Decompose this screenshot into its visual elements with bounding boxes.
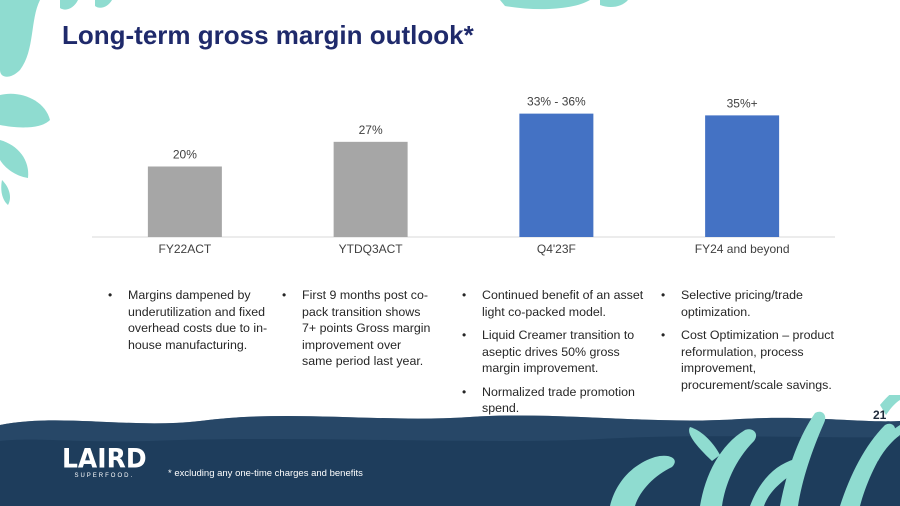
footnote: * excluding any one-time charges and ben…: [168, 468, 363, 479]
logo-wordmark: LAIRD: [62, 443, 147, 474]
slide-title: Long-term gross margin outlook*: [62, 20, 474, 50]
bullet-item: Margins dampened by underutilization and…: [108, 287, 268, 353]
bar: [705, 115, 780, 237]
bullets-column-1: Margins dampened by underutilization and…: [108, 287, 268, 360]
bullet-item: Liquid Creamer transition to aseptic dri…: [462, 327, 647, 377]
bar-data-label: 33% - 36%: [527, 95, 586, 109]
x-tick-label: Q4'23F: [537, 242, 576, 256]
laird-superfood-logo: LAIRD SUPERFOOD.: [62, 443, 147, 480]
bar-data-label: 20%: [173, 148, 197, 162]
bar-data-label: 35%+: [727, 96, 758, 110]
x-tick-label: FY24 and beyond: [695, 242, 790, 256]
logo-subtext: SUPERFOOD.: [74, 473, 135, 479]
page-number: 21: [873, 408, 887, 422]
bar: [147, 166, 222, 237]
x-tick-label: YTDQ3ACT: [339, 242, 404, 256]
footer-band: [0, 395, 900, 506]
bullets-column-2: First 9 months post co-pack transition s…: [282, 287, 432, 377]
bar: [333, 141, 408, 237]
bullet-item: Continued benefit of an asset light co-p…: [462, 287, 647, 320]
bullet-item: Cost Optimization – product reformulatio…: [661, 327, 841, 393]
bullets-column-3: Continued benefit of an asset light co-p…: [462, 287, 647, 424]
gross-margin-bar-chart: 20% FY22ACT 27% YTDQ3ACT 33% - 36% Q4'23F 35%+…: [92, 95, 835, 256]
bullets-column-4: Selective pricing/trade optimization. Cos…: [661, 287, 841, 400]
bullet-item: Normalized trade promotion spend.: [462, 384, 647, 417]
bullet-item: Selective pricing/trade optimization.: [661, 287, 841, 320]
x-tick-label: FY22ACT: [159, 242, 212, 256]
bar: [519, 113, 594, 237]
bullet-item: First 9 months post co-pack transition s…: [282, 287, 432, 370]
bar-data-label: 27%: [359, 123, 383, 137]
